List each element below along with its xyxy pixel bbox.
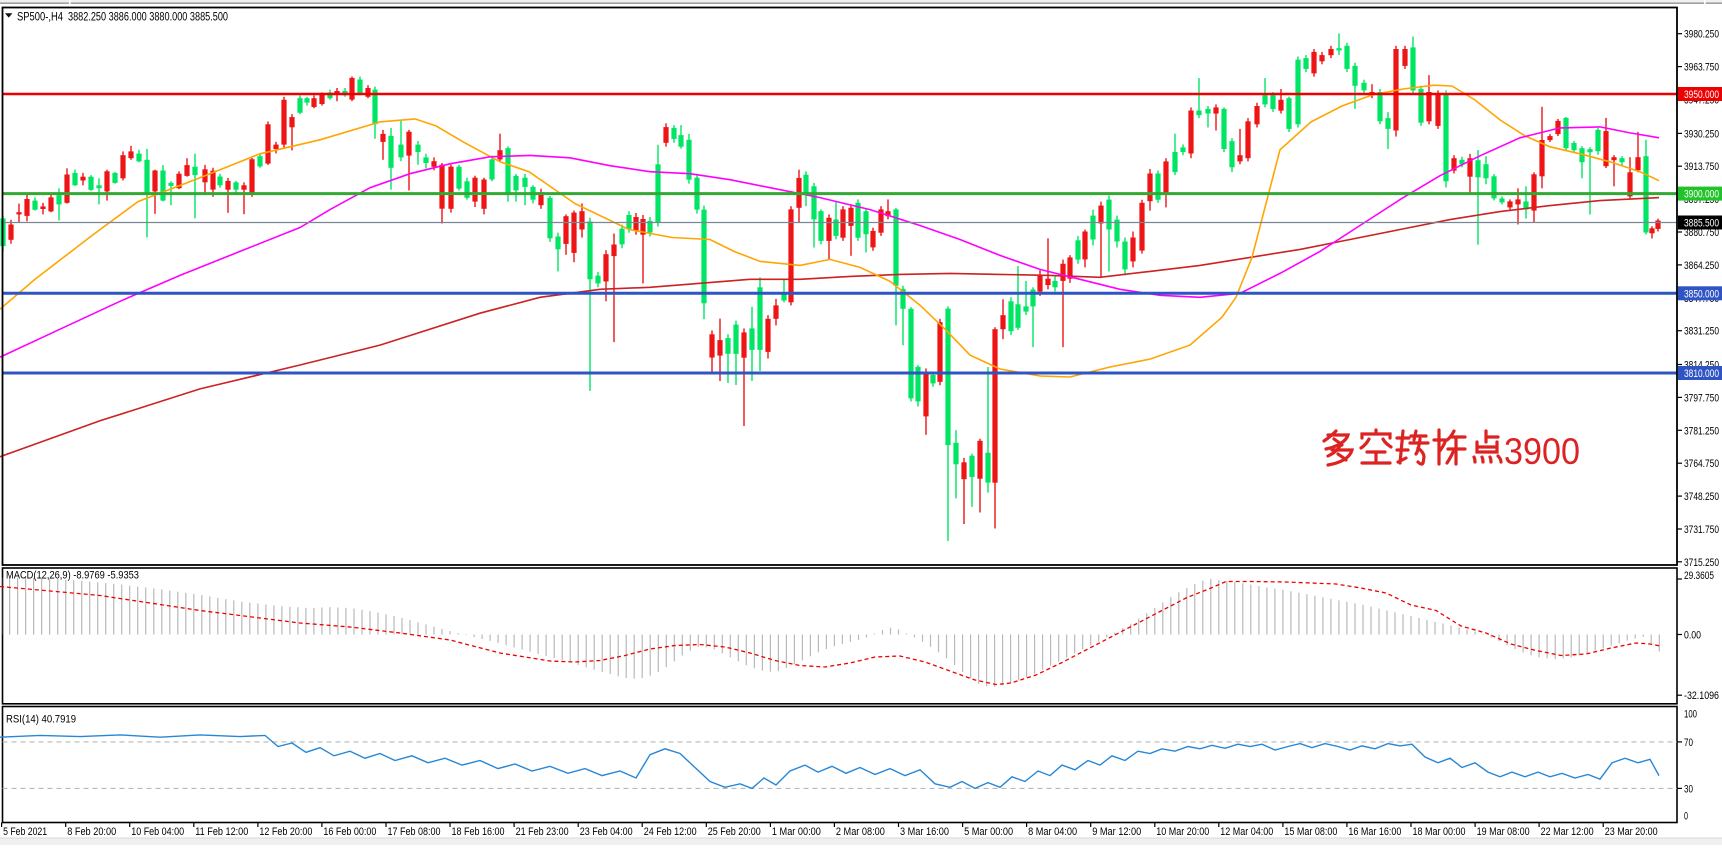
svg-text:12 Mar 04:00: 12 Mar 04:00 bbox=[1220, 826, 1273, 838]
svg-text:5 Feb 2021: 5 Feb 2021 bbox=[3, 826, 47, 838]
svg-text:3930.250: 3930.250 bbox=[1684, 128, 1719, 140]
svg-text:17 Feb 08:00: 17 Feb 08:00 bbox=[388, 826, 441, 838]
svg-text:10 Mar 20:00: 10 Mar 20:00 bbox=[1156, 826, 1209, 838]
svg-text:3900.000: 3900.000 bbox=[1684, 189, 1719, 201]
svg-text:1 Mar 00:00: 1 Mar 00:00 bbox=[772, 826, 821, 838]
svg-text:16 Mar 16:00: 16 Mar 16:00 bbox=[1348, 826, 1401, 838]
svg-text:23 Feb 04:00: 23 Feb 04:00 bbox=[580, 826, 633, 838]
svg-text:70: 70 bbox=[1684, 737, 1693, 749]
svg-text:10 Feb 04:00: 10 Feb 04:00 bbox=[131, 826, 184, 838]
svg-text:29.3605: 29.3605 bbox=[1684, 570, 1714, 582]
svg-text:3797.750: 3797.750 bbox=[1684, 392, 1719, 404]
svg-text:24 Feb 12:00: 24 Feb 12:00 bbox=[644, 826, 697, 838]
svg-text:30: 30 bbox=[1684, 783, 1693, 795]
svg-text:16 Feb 00:00: 16 Feb 00:00 bbox=[323, 826, 376, 838]
svg-text:8 Feb 20:00: 8 Feb 20:00 bbox=[67, 826, 116, 838]
svg-text:0: 0 bbox=[1684, 811, 1688, 823]
svg-text:3 Mar 16:00: 3 Mar 16:00 bbox=[900, 826, 949, 838]
svg-text:3913.750: 3913.750 bbox=[1684, 161, 1719, 173]
svg-text:3781.250: 3781.250 bbox=[1684, 425, 1719, 437]
svg-text:3864.250: 3864.250 bbox=[1684, 260, 1719, 272]
svg-text:3831.250: 3831.250 bbox=[1684, 326, 1719, 338]
svg-text:8 Mar 04:00: 8 Mar 04:00 bbox=[1028, 826, 1077, 838]
svg-text:18 Mar 00:00: 18 Mar 00:00 bbox=[1413, 826, 1466, 838]
svg-text:3810.000: 3810.000 bbox=[1684, 368, 1719, 380]
svg-text:3950.000: 3950.000 bbox=[1684, 89, 1719, 101]
svg-text:3880.750: 3880.750 bbox=[1684, 227, 1719, 239]
svg-text:11 Feb 12:00: 11 Feb 12:00 bbox=[195, 826, 248, 838]
svg-text:23 Mar 20:00: 23 Mar 20:00 bbox=[1605, 826, 1658, 838]
svg-text:3715.250: 3715.250 bbox=[1684, 557, 1719, 569]
svg-text:22 Mar 12:00: 22 Mar 12:00 bbox=[1541, 826, 1594, 838]
svg-text:100: 100 bbox=[1684, 708, 1697, 720]
svg-text:-32.1096: -32.1096 bbox=[1684, 690, 1719, 702]
svg-text:3731.750: 3731.750 bbox=[1684, 524, 1719, 536]
svg-text:MACD(12,26,9) -8.9769 -5.9353: MACD(12,26,9) -8.9769 -5.9353 bbox=[6, 570, 139, 582]
svg-text:0.00: 0.00 bbox=[1684, 630, 1701, 642]
svg-text:2 Mar 08:00: 2 Mar 08:00 bbox=[836, 826, 885, 838]
svg-text:SP500-,H4: SP500-,H4 bbox=[17, 10, 63, 24]
svg-text:18 Feb 16:00: 18 Feb 16:00 bbox=[452, 826, 505, 838]
svg-text:21 Feb 23:00: 21 Feb 23:00 bbox=[516, 826, 569, 838]
svg-text:9 Mar 12:00: 9 Mar 12:00 bbox=[1092, 826, 1141, 838]
svg-text:12 Feb 20:00: 12 Feb 20:00 bbox=[259, 826, 312, 838]
svg-text:3885.500: 3885.500 bbox=[1684, 218, 1719, 230]
svg-text:3764.750: 3764.750 bbox=[1684, 458, 1719, 470]
svg-text:3882.250 3886.000 3880.000 388: 3882.250 3886.000 3880.000 3885.500 bbox=[68, 10, 228, 24]
svg-text:19 Mar 08:00: 19 Mar 08:00 bbox=[1477, 826, 1530, 838]
svg-text:3963.750: 3963.750 bbox=[1684, 62, 1719, 74]
svg-text:5 Mar 00:00: 5 Mar 00:00 bbox=[964, 826, 1013, 838]
svg-text:3900: 3900 bbox=[1504, 431, 1580, 472]
svg-text:RSI(14) 40.7919: RSI(14) 40.7919 bbox=[6, 714, 76, 726]
svg-text:3980.250: 3980.250 bbox=[1684, 29, 1719, 41]
svg-text:3748.250: 3748.250 bbox=[1684, 491, 1719, 503]
svg-text:25 Feb 20:00: 25 Feb 20:00 bbox=[708, 826, 761, 838]
svg-text:3850.000: 3850.000 bbox=[1684, 288, 1719, 300]
svg-text:15 Mar 08:00: 15 Mar 08:00 bbox=[1284, 826, 1337, 838]
